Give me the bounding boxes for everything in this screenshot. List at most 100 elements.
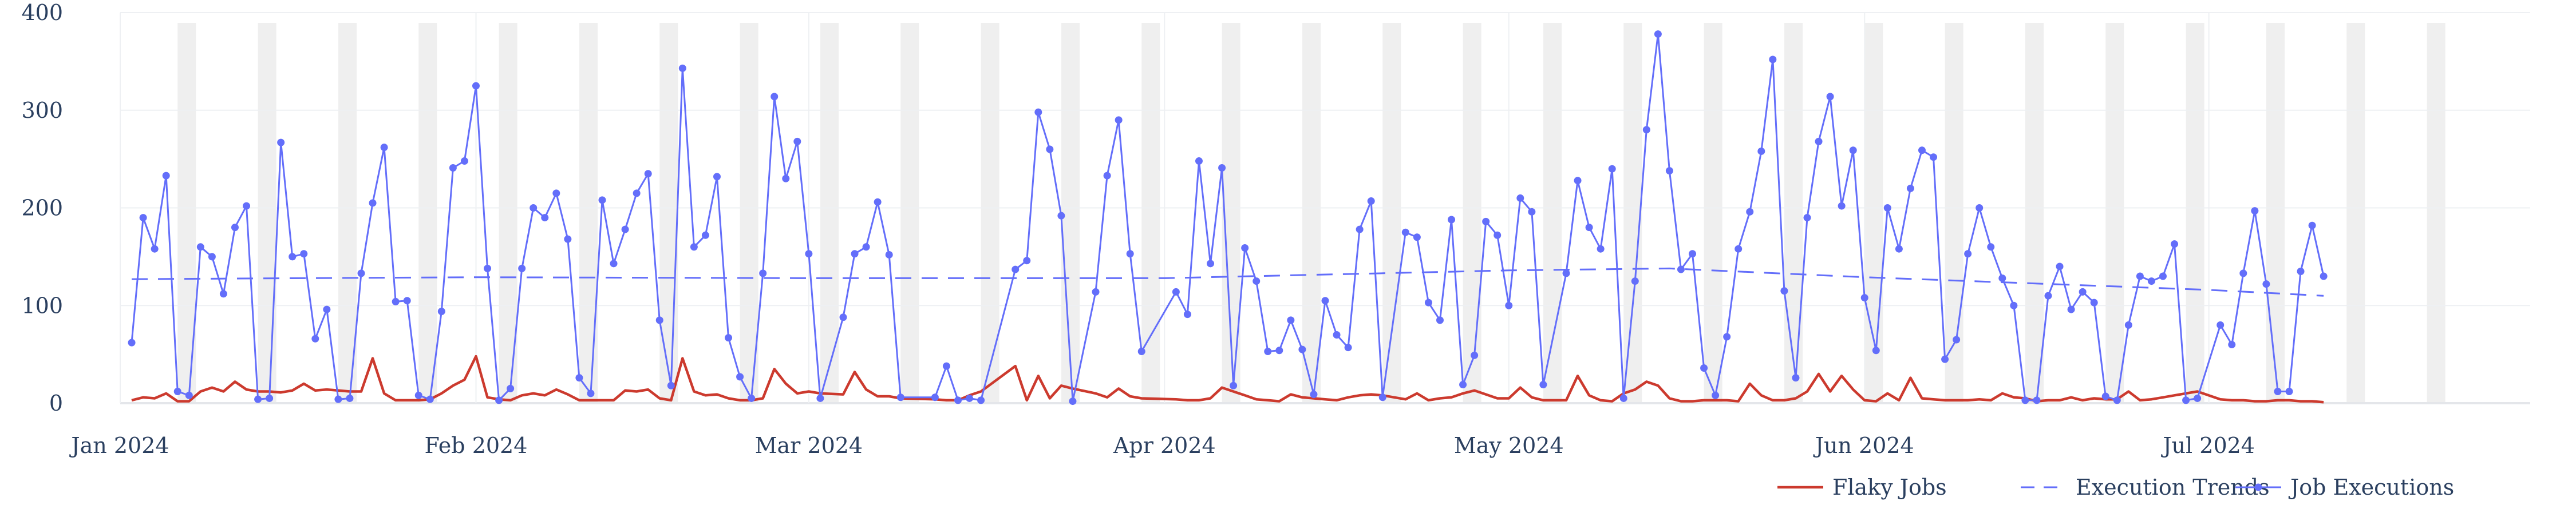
job-executions-point	[759, 269, 767, 277]
job-executions-point	[1092, 288, 1100, 296]
job-executions-point	[1631, 277, 1639, 285]
job-executions-point	[472, 82, 480, 90]
job-executions-point	[1585, 224, 1593, 232]
job-executions-point	[1838, 202, 1846, 210]
job-executions-point	[1883, 204, 1891, 212]
job-executions-point	[128, 339, 136, 347]
job-executions-point	[495, 396, 503, 404]
job-executions-point	[1494, 231, 1502, 239]
job-executions-point	[862, 243, 870, 251]
job-executions-point	[2021, 396, 2029, 404]
weekend-band	[338, 23, 357, 403]
x-tick-label: Jan 2024	[69, 433, 169, 458]
job-executions-point	[2147, 277, 2155, 285]
job-executions-point	[369, 199, 377, 207]
legend[interactable]: Flaky Jobs Execution Trends Job Executions	[1777, 475, 2454, 500]
job-executions-point	[1115, 116, 1123, 124]
y-tick-label: 0	[49, 391, 63, 416]
job-executions-point	[1757, 147, 1765, 155]
job-executions-point	[896, 393, 904, 401]
job-executions-point	[2182, 396, 2190, 404]
job-executions-point	[1597, 245, 1605, 253]
weekend-shading	[177, 23, 2445, 403]
weekend-band	[2105, 23, 2124, 403]
job-executions-point	[1574, 177, 1582, 185]
y-tick-label: 200	[21, 196, 63, 221]
job-executions-point	[1287, 316, 1295, 324]
job-executions-point	[1769, 55, 1777, 63]
job-executions-point	[300, 250, 308, 258]
job-executions-point	[1137, 348, 1145, 356]
job-executions-point	[1665, 167, 1673, 175]
job-executions-point	[151, 245, 159, 253]
job-executions-point	[414, 391, 422, 399]
job-executions-point	[874, 198, 882, 206]
job-executions-point	[1528, 208, 1536, 216]
job-executions-point	[1918, 146, 1926, 154]
job-executions-point	[1872, 347, 1880, 355]
job-executions-point	[1906, 184, 1914, 192]
job-executions-point	[426, 395, 434, 403]
job-executions-point	[1712, 391, 1720, 399]
x-tick-label: Apr 2024	[1113, 433, 1216, 458]
job-executions-point	[931, 393, 939, 401]
job-executions-point	[1505, 301, 1513, 309]
job-executions-point	[196, 243, 204, 251]
job-executions-point	[449, 164, 457, 172]
job-executions-point	[2320, 272, 2328, 280]
weekend-band	[418, 23, 437, 403]
job-executions-point	[323, 305, 331, 313]
job-executions-point	[1826, 93, 1834, 101]
weekend-band	[1061, 23, 1080, 403]
job-executions-point	[1172, 288, 1180, 296]
job-executions-point	[678, 64, 686, 72]
job-executions-point	[839, 313, 847, 321]
flaky-jobs-line	[131, 355, 2324, 404]
job-executions-point	[1539, 381, 1547, 389]
job-executions-point	[380, 144, 388, 152]
job-executions-point	[713, 173, 721, 181]
job-executions-point	[2090, 299, 2098, 307]
job-executions-point	[1895, 245, 1903, 253]
job-executions-point	[977, 396, 985, 404]
job-executions-point	[1310, 391, 1318, 399]
job-executions-point	[2044, 292, 2052, 300]
weekend-band	[2427, 23, 2445, 403]
job-executions-point	[1356, 225, 1364, 233]
job-executions-point	[530, 204, 538, 212]
job-executions-point	[1298, 345, 1306, 353]
job-executions-point	[655, 316, 663, 324]
job-executions-point	[2239, 269, 2247, 277]
weekend-band	[1784, 23, 1803, 403]
job-executions-point	[185, 391, 193, 399]
job-executions-point	[575, 374, 583, 382]
weekend-band	[2186, 23, 2204, 403]
job-executions-point	[357, 269, 365, 277]
job-executions-point	[1344, 344, 1352, 352]
weekend-band	[1463, 23, 1481, 403]
job-executions-point	[1976, 204, 1984, 212]
weekend-band	[2266, 23, 2285, 403]
job-executions-point	[644, 170, 652, 178]
job-executions-point	[1207, 260, 1215, 268]
weekend-band	[740, 23, 758, 403]
weekend-band	[1302, 23, 1321, 403]
job-executions-point	[1023, 257, 1031, 265]
job-executions-point	[2217, 321, 2225, 329]
job-executions-point	[2101, 392, 2109, 400]
job-executions-point	[1183, 311, 1191, 319]
job-executions-point	[1700, 364, 1708, 372]
x-tick-label: Mar 2024	[755, 433, 863, 458]
weekend-band	[900, 23, 919, 403]
job-executions-point	[1815, 137, 1823, 145]
job-executions-point	[1241, 244, 1249, 252]
job-executions-point	[793, 137, 801, 145]
job-executions-point	[701, 231, 709, 239]
job-executions-point	[1230, 381, 1238, 389]
job-executions-point	[621, 225, 629, 233]
job-executions-point	[2136, 272, 2144, 280]
job-executions-point	[139, 214, 147, 222]
weekend-band	[659, 23, 678, 403]
y-axis-ticks: 0 100 200 300 400	[21, 0, 63, 416]
